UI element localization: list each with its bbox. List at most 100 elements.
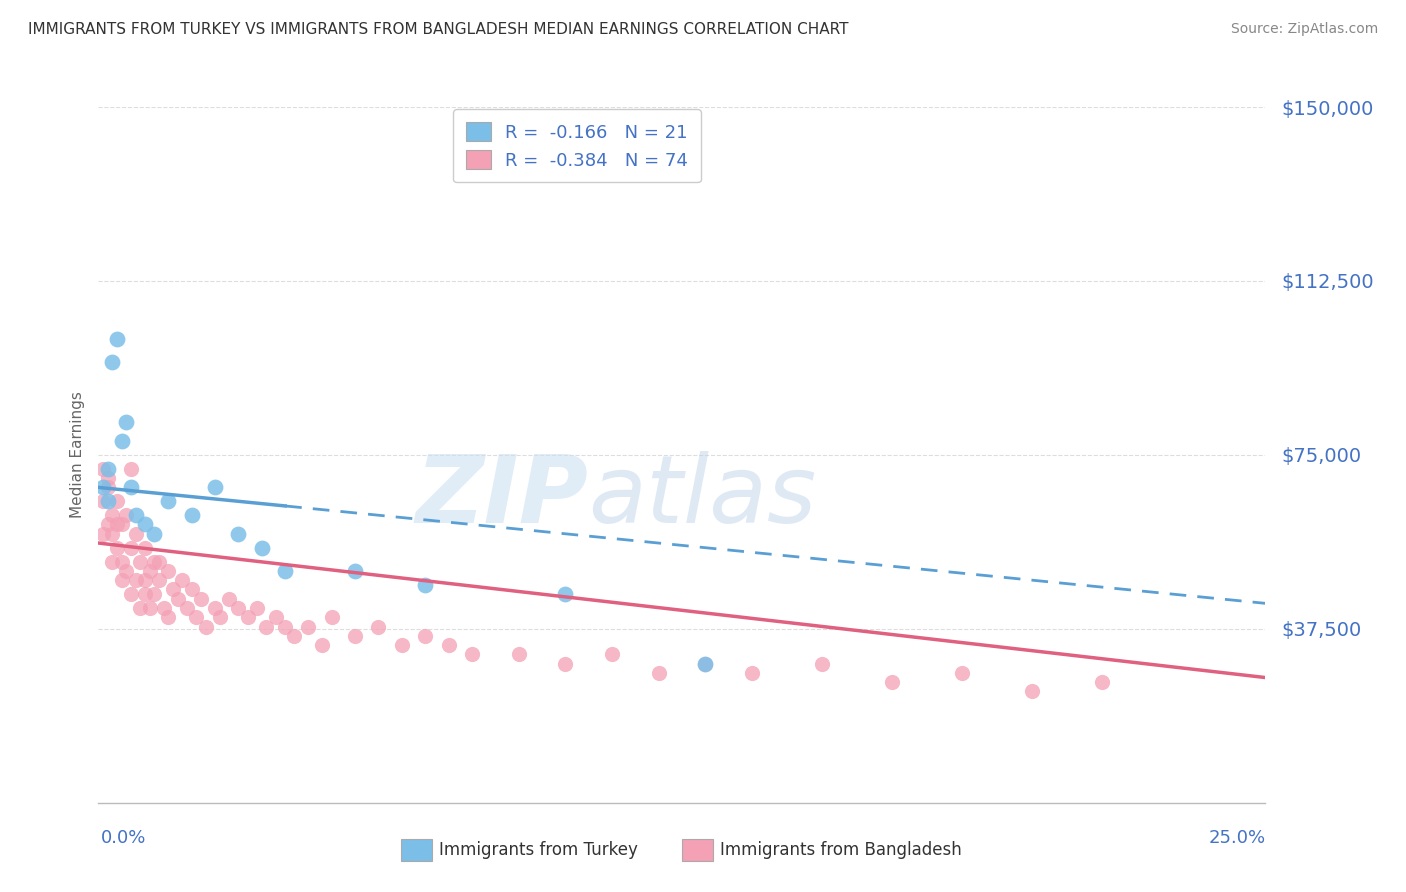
Point	[120, 462, 142, 476]
Text: Source: ZipAtlas.com: Source: ZipAtlas.com	[1230, 22, 1378, 37]
Point	[208, 610, 231, 624]
Point	[311, 638, 333, 652]
Point	[204, 601, 226, 615]
Point	[115, 564, 138, 578]
Point	[190, 591, 212, 606]
Point	[125, 526, 148, 541]
Point	[105, 517, 128, 532]
Point	[880, 675, 903, 690]
Point	[120, 541, 142, 555]
Legend: R =  -0.166   N = 21, R =  -0.384   N = 74: R = -0.166 N = 21, R = -0.384 N = 74	[453, 109, 700, 182]
Point	[600, 648, 623, 662]
Point	[695, 657, 717, 671]
Point	[120, 587, 142, 601]
Point	[105, 332, 128, 346]
Point	[120, 480, 142, 494]
Point	[111, 434, 134, 448]
Point	[115, 416, 138, 430]
Point	[148, 555, 170, 569]
Point	[246, 601, 269, 615]
Text: Immigrants from Turkey: Immigrants from Turkey	[439, 841, 637, 859]
Point	[162, 582, 184, 597]
Point	[139, 601, 162, 615]
Point	[264, 610, 287, 624]
Point	[228, 601, 250, 615]
Point	[129, 601, 152, 615]
Text: ZIP: ZIP	[416, 450, 589, 542]
Point	[105, 541, 128, 555]
Point	[1021, 684, 1043, 698]
Point	[152, 601, 174, 615]
Point	[297, 619, 319, 633]
Point	[111, 555, 134, 569]
Point	[554, 587, 576, 601]
Point	[157, 494, 180, 508]
Point	[186, 610, 208, 624]
Point	[256, 619, 278, 633]
Point	[180, 582, 202, 597]
Point	[344, 629, 367, 643]
Point	[101, 555, 124, 569]
Text: Immigrants from Bangladesh: Immigrants from Bangladesh	[720, 841, 962, 859]
Point	[413, 629, 436, 643]
Text: IMMIGRANTS FROM TURKEY VS IMMIGRANTS FROM BANGLADESH MEDIAN EARNINGS CORRELATION: IMMIGRANTS FROM TURKEY VS IMMIGRANTS FRO…	[28, 22, 849, 37]
Point	[413, 578, 436, 592]
Point	[115, 508, 138, 523]
Point	[176, 601, 198, 615]
Point	[180, 508, 202, 523]
Point	[139, 564, 162, 578]
Point	[321, 610, 343, 624]
Point	[101, 508, 124, 523]
Point	[97, 517, 120, 532]
Point	[172, 573, 194, 587]
Text: atlas: atlas	[589, 451, 817, 542]
Point	[554, 657, 576, 671]
Point	[274, 564, 297, 578]
Point	[250, 541, 273, 555]
Point	[143, 555, 166, 569]
Point	[741, 665, 763, 680]
Point	[91, 526, 114, 541]
Point	[647, 665, 669, 680]
Point	[437, 638, 460, 652]
Point	[91, 480, 114, 494]
Point	[129, 555, 152, 569]
Point	[105, 494, 128, 508]
Point	[97, 471, 120, 485]
Point	[1091, 675, 1114, 690]
Point	[97, 494, 120, 508]
Point	[204, 480, 226, 494]
Point	[228, 526, 250, 541]
Text: 25.0%: 25.0%	[1208, 830, 1265, 847]
Point	[218, 591, 240, 606]
Point	[91, 494, 114, 508]
Point	[194, 619, 217, 633]
Point	[391, 638, 413, 652]
Point	[274, 619, 297, 633]
Point	[101, 526, 124, 541]
Point	[367, 619, 389, 633]
Point	[143, 587, 166, 601]
Y-axis label: Median Earnings: Median Earnings	[69, 392, 84, 518]
Point	[283, 629, 305, 643]
Point	[461, 648, 484, 662]
Point	[344, 564, 367, 578]
Point	[508, 648, 530, 662]
Point	[91, 462, 114, 476]
Point	[101, 355, 124, 369]
Point	[148, 573, 170, 587]
Point	[811, 657, 834, 671]
Point	[157, 610, 180, 624]
Point	[134, 541, 156, 555]
Point	[111, 573, 134, 587]
Point	[134, 587, 156, 601]
Point	[236, 610, 259, 624]
Point	[111, 517, 134, 532]
Point	[143, 526, 166, 541]
Point	[97, 480, 120, 494]
Point	[950, 665, 973, 680]
Point	[134, 573, 156, 587]
Point	[125, 573, 148, 587]
Point	[134, 517, 156, 532]
Point	[125, 508, 148, 523]
